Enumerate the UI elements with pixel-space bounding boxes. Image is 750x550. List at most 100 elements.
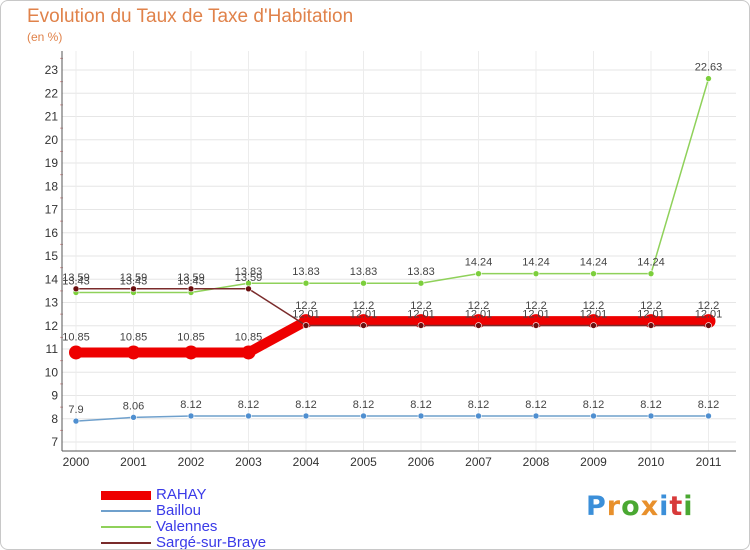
- data-point-rahay: [69, 345, 83, 360]
- data-label-baillou: 8.12: [353, 399, 374, 411]
- data-label-rahay: 12.2: [698, 300, 719, 312]
- data-label-sarg-sur-braye: 12.01: [407, 309, 435, 321]
- logo-letter: o: [621, 491, 641, 522]
- data-point-baillou: [475, 412, 482, 420]
- data-point-baillou: [417, 412, 425, 420]
- data-point-baillou: [187, 412, 195, 420]
- data-point-valennes: [475, 270, 482, 277]
- chart-subtitle: (en %): [27, 30, 63, 44]
- data-point-valennes: [647, 270, 655, 277]
- data-point-sarg-sur-braye: [302, 322, 310, 329]
- data-point-sarg-sur-braye: [245, 285, 252, 293]
- data-label-rahay: 10.85: [177, 331, 205, 343]
- data-point-rahay: [644, 314, 658, 329]
- data-label-valennes: 14.24: [580, 257, 608, 269]
- y-tick-label: 18: [45, 179, 59, 193]
- logo-letter: P: [586, 491, 607, 522]
- x-tick-label: 2007: [465, 455, 492, 469]
- data-point-sarg-sur-braye: [417, 322, 425, 329]
- x-tick-label: 2010: [638, 455, 665, 469]
- data-point-sarg-sur-braye: [72, 285, 80, 293]
- data-label-sarg-sur-braye: 13.59: [235, 272, 263, 284]
- data-point-baillou: [532, 412, 540, 420]
- data-label-sarg-sur-braye: 13.59: [120, 272, 148, 284]
- data-point-rahay: [414, 314, 428, 329]
- x-tick-label: 2003: [235, 455, 262, 469]
- data-point-baillou: [590, 412, 597, 420]
- data-point-sarg-sur-braye: [705, 322, 712, 329]
- series-line-baillou: [75, 415, 710, 422]
- legend-swatch: [101, 542, 151, 544]
- data-point-rahay: [529, 314, 543, 329]
- data-label-rahay: 10.85: [235, 331, 263, 343]
- legend-item: Valennes: [101, 518, 341, 535]
- data-point-sarg-sur-braye: [130, 285, 137, 293]
- data-point-baillou: [647, 412, 655, 420]
- x-tick-label: 2009: [580, 455, 607, 469]
- data-point-sarg-sur-braye: [647, 322, 655, 329]
- data-label-sarg-sur-braye: 13.59: [177, 272, 205, 284]
- data-label-rahay: 12.2: [410, 300, 431, 312]
- legend-item: Baillou: [101, 502, 341, 519]
- y-tick-label: 8: [51, 412, 58, 426]
- data-point-baillou: [245, 412, 252, 420]
- data-label-sarg-sur-braye: 12.01: [465, 309, 493, 321]
- data-label-sarg-sur-braye: 12.01: [292, 309, 320, 321]
- data-label-baillou: 8.06: [123, 400, 144, 412]
- legend-label: Sargé-sur-Braye: [156, 534, 267, 550]
- series-line-valennes: [75, 77, 710, 294]
- data-label-baillou: 8.12: [640, 399, 661, 411]
- data-point-sarg-sur-braye: [475, 322, 482, 329]
- y-tick-label: 11: [46, 342, 59, 356]
- y-tick-label: 16: [45, 226, 59, 240]
- y-tick-label: 14: [45, 272, 59, 286]
- data-point-rahay: [356, 314, 371, 329]
- data-label-rahay: 12.2: [640, 300, 661, 312]
- legend-label: RAHAY: [156, 486, 207, 503]
- legend-item: Sargé-sur-Braye: [101, 534, 341, 550]
- data-point-rahay: [299, 314, 313, 329]
- x-tick-label: 2001: [120, 455, 147, 469]
- data-label-sarg-sur-braye: 12.01: [637, 309, 665, 321]
- proxiti-logo: Proxiti: [586, 491, 694, 522]
- data-point-baillou: [302, 412, 310, 420]
- data-label-rahay: 12.2: [583, 300, 604, 312]
- grid-lines: [62, 51, 736, 451]
- data-label-valennes: 14.24: [637, 257, 665, 269]
- data-label-valennes: 22.63: [695, 62, 723, 74]
- data-point-sarg-sur-braye: [187, 285, 195, 293]
- series-line-sarg-sur-braye: [75, 288, 710, 327]
- logo-letter: i: [659, 491, 670, 522]
- data-label-rahay: 12.2: [353, 300, 374, 312]
- data-label-sarg-sur-braye: 12.01: [522, 309, 550, 321]
- y-tick-label: 17: [45, 203, 59, 217]
- data-point-valennes: [590, 270, 597, 277]
- x-tick-label: 2004: [293, 455, 320, 469]
- data-point-baillou: [130, 414, 137, 421]
- data-label-baillou: 8.12: [238, 399, 259, 411]
- logo-letter: x: [640, 491, 660, 522]
- x-tick-label: 2006: [408, 455, 435, 469]
- x-tick-label: 2008: [523, 455, 550, 469]
- data-point-valennes: [532, 270, 540, 277]
- legend-label: Baillou: [156, 502, 202, 519]
- data-label-sarg-sur-braye: 12.01: [695, 309, 723, 321]
- data-label-sarg-sur-braye: 13.59: [62, 272, 90, 284]
- data-point-valennes: [705, 75, 712, 82]
- data-point-baillou: [72, 417, 80, 425]
- data-point-rahay: [241, 345, 256, 360]
- data-point-rahay: [471, 314, 486, 329]
- data-label-rahay: 12.2: [295, 300, 316, 312]
- data-point-valennes: [302, 279, 310, 287]
- series-line-rahay: [71, 316, 714, 358]
- data-label-valennes: 13.43: [120, 276, 148, 288]
- data-label-baillou: 8.12: [698, 399, 719, 411]
- y-tick-label: 20: [45, 133, 59, 147]
- axes: 7 8 9 10 11 12 13 14 15 16 17 18 19 20 21 22 23 2000 2001 2…: [45, 51, 736, 469]
- data-label-valennes: 14.24: [465, 257, 493, 269]
- logo-letter: i: [683, 491, 694, 522]
- y-tick-label: 12: [45, 319, 59, 333]
- y-tick-label: 22: [45, 86, 59, 100]
- legend-label: Valennes: [156, 518, 218, 535]
